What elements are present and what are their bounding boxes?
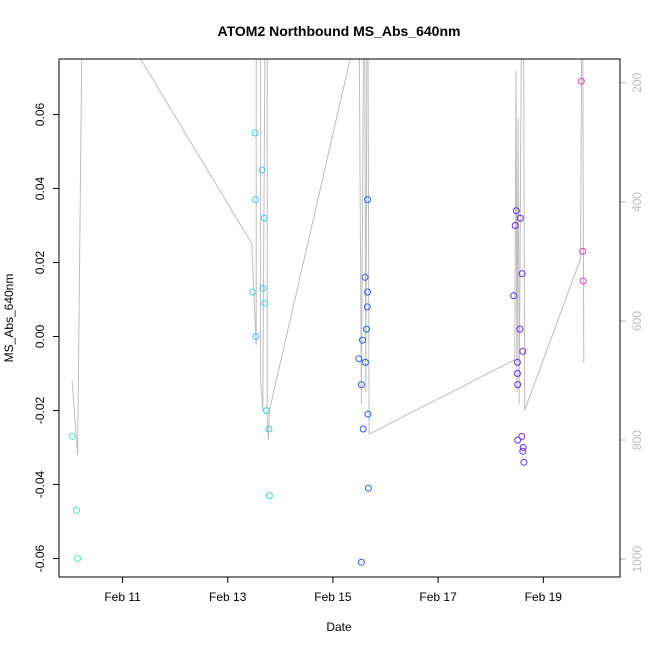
x-axis: Feb 11 Feb 13 Feb 15 Feb 17 Feb 19 [104,576,563,604]
y-tick-label: -0.02 [33,397,47,425]
data-point [577,77,585,85]
y-tick-label: 0.04 [33,176,47,200]
y-tick-label: -0.04 [33,471,47,499]
data-point [519,444,527,451]
x-axis-label: Date [326,620,352,634]
data-point [364,410,372,418]
data-point [510,292,518,300]
data-point [265,425,273,433]
y-tick-label: -0.06 [33,545,47,573]
x-tick-label: Feb 19 [525,590,563,604]
y2-tick-label: 400 [630,192,644,212]
data-point [251,129,259,137]
data-point [363,325,370,333]
data-point [514,381,522,389]
y-tick-label: 0.06 [33,102,47,126]
y2-tick-label: 800 [630,430,644,450]
data-point [519,347,527,355]
data-point [359,425,367,433]
secondary-line [71,59,585,455]
y2-tick-label: 200 [630,72,644,92]
data-point [516,214,524,222]
data-point [516,325,524,333]
data-point [357,381,365,389]
data-point [363,303,371,311]
x-tick-label: Feb 17 [419,590,457,604]
data-point [355,355,363,363]
y-tick-label: 0.00 [33,324,47,348]
data-point [364,196,372,204]
data-point [579,277,587,285]
data-point [518,432,526,440]
data-point [513,358,521,366]
data-point [261,299,269,307]
data-point [73,506,80,514]
x-tick-label: Feb 15 [314,590,352,604]
data-point [68,432,76,440]
data-point [265,492,273,500]
y-axis-label: MS_Abs_640nm [2,274,16,363]
data-point [513,370,521,377]
data-point [364,288,372,296]
data-point [361,358,369,366]
points-series [68,77,587,566]
data-point [519,447,527,455]
data-point [249,288,257,296]
data-point [258,166,266,174]
data-point [512,207,520,215]
data-point [357,558,365,566]
y2-axis: 200 400 600 800 1000 [619,72,644,572]
y2-tick-label: 600 [630,311,644,331]
y-tick-label: 0.02 [33,250,47,274]
data-point [359,336,366,344]
y-axis: -0.06 -0.04 -0.02 0.00 0.02 0.04 0.06 [33,102,60,573]
x-tick-label: Feb 13 [209,590,247,604]
data-point [518,270,526,278]
data-point [520,458,528,466]
y2-tick-label: 1000 [630,545,644,572]
plot-frame [58,58,621,578]
data-point [364,484,372,492]
data-point [361,273,369,281]
data-point [579,247,587,255]
data-point [259,284,267,292]
data-point [514,436,522,444]
data-point [252,196,259,204]
data-point [74,555,82,562]
data-point [511,222,519,229]
x-tick-label: Feb 11 [104,590,141,604]
data-point [263,407,270,414]
chart-title: ATOM2 Northbound MS_Abs_640nm [218,23,461,39]
line-series [71,59,585,455]
data-point [252,333,260,340]
data-point [260,214,268,222]
